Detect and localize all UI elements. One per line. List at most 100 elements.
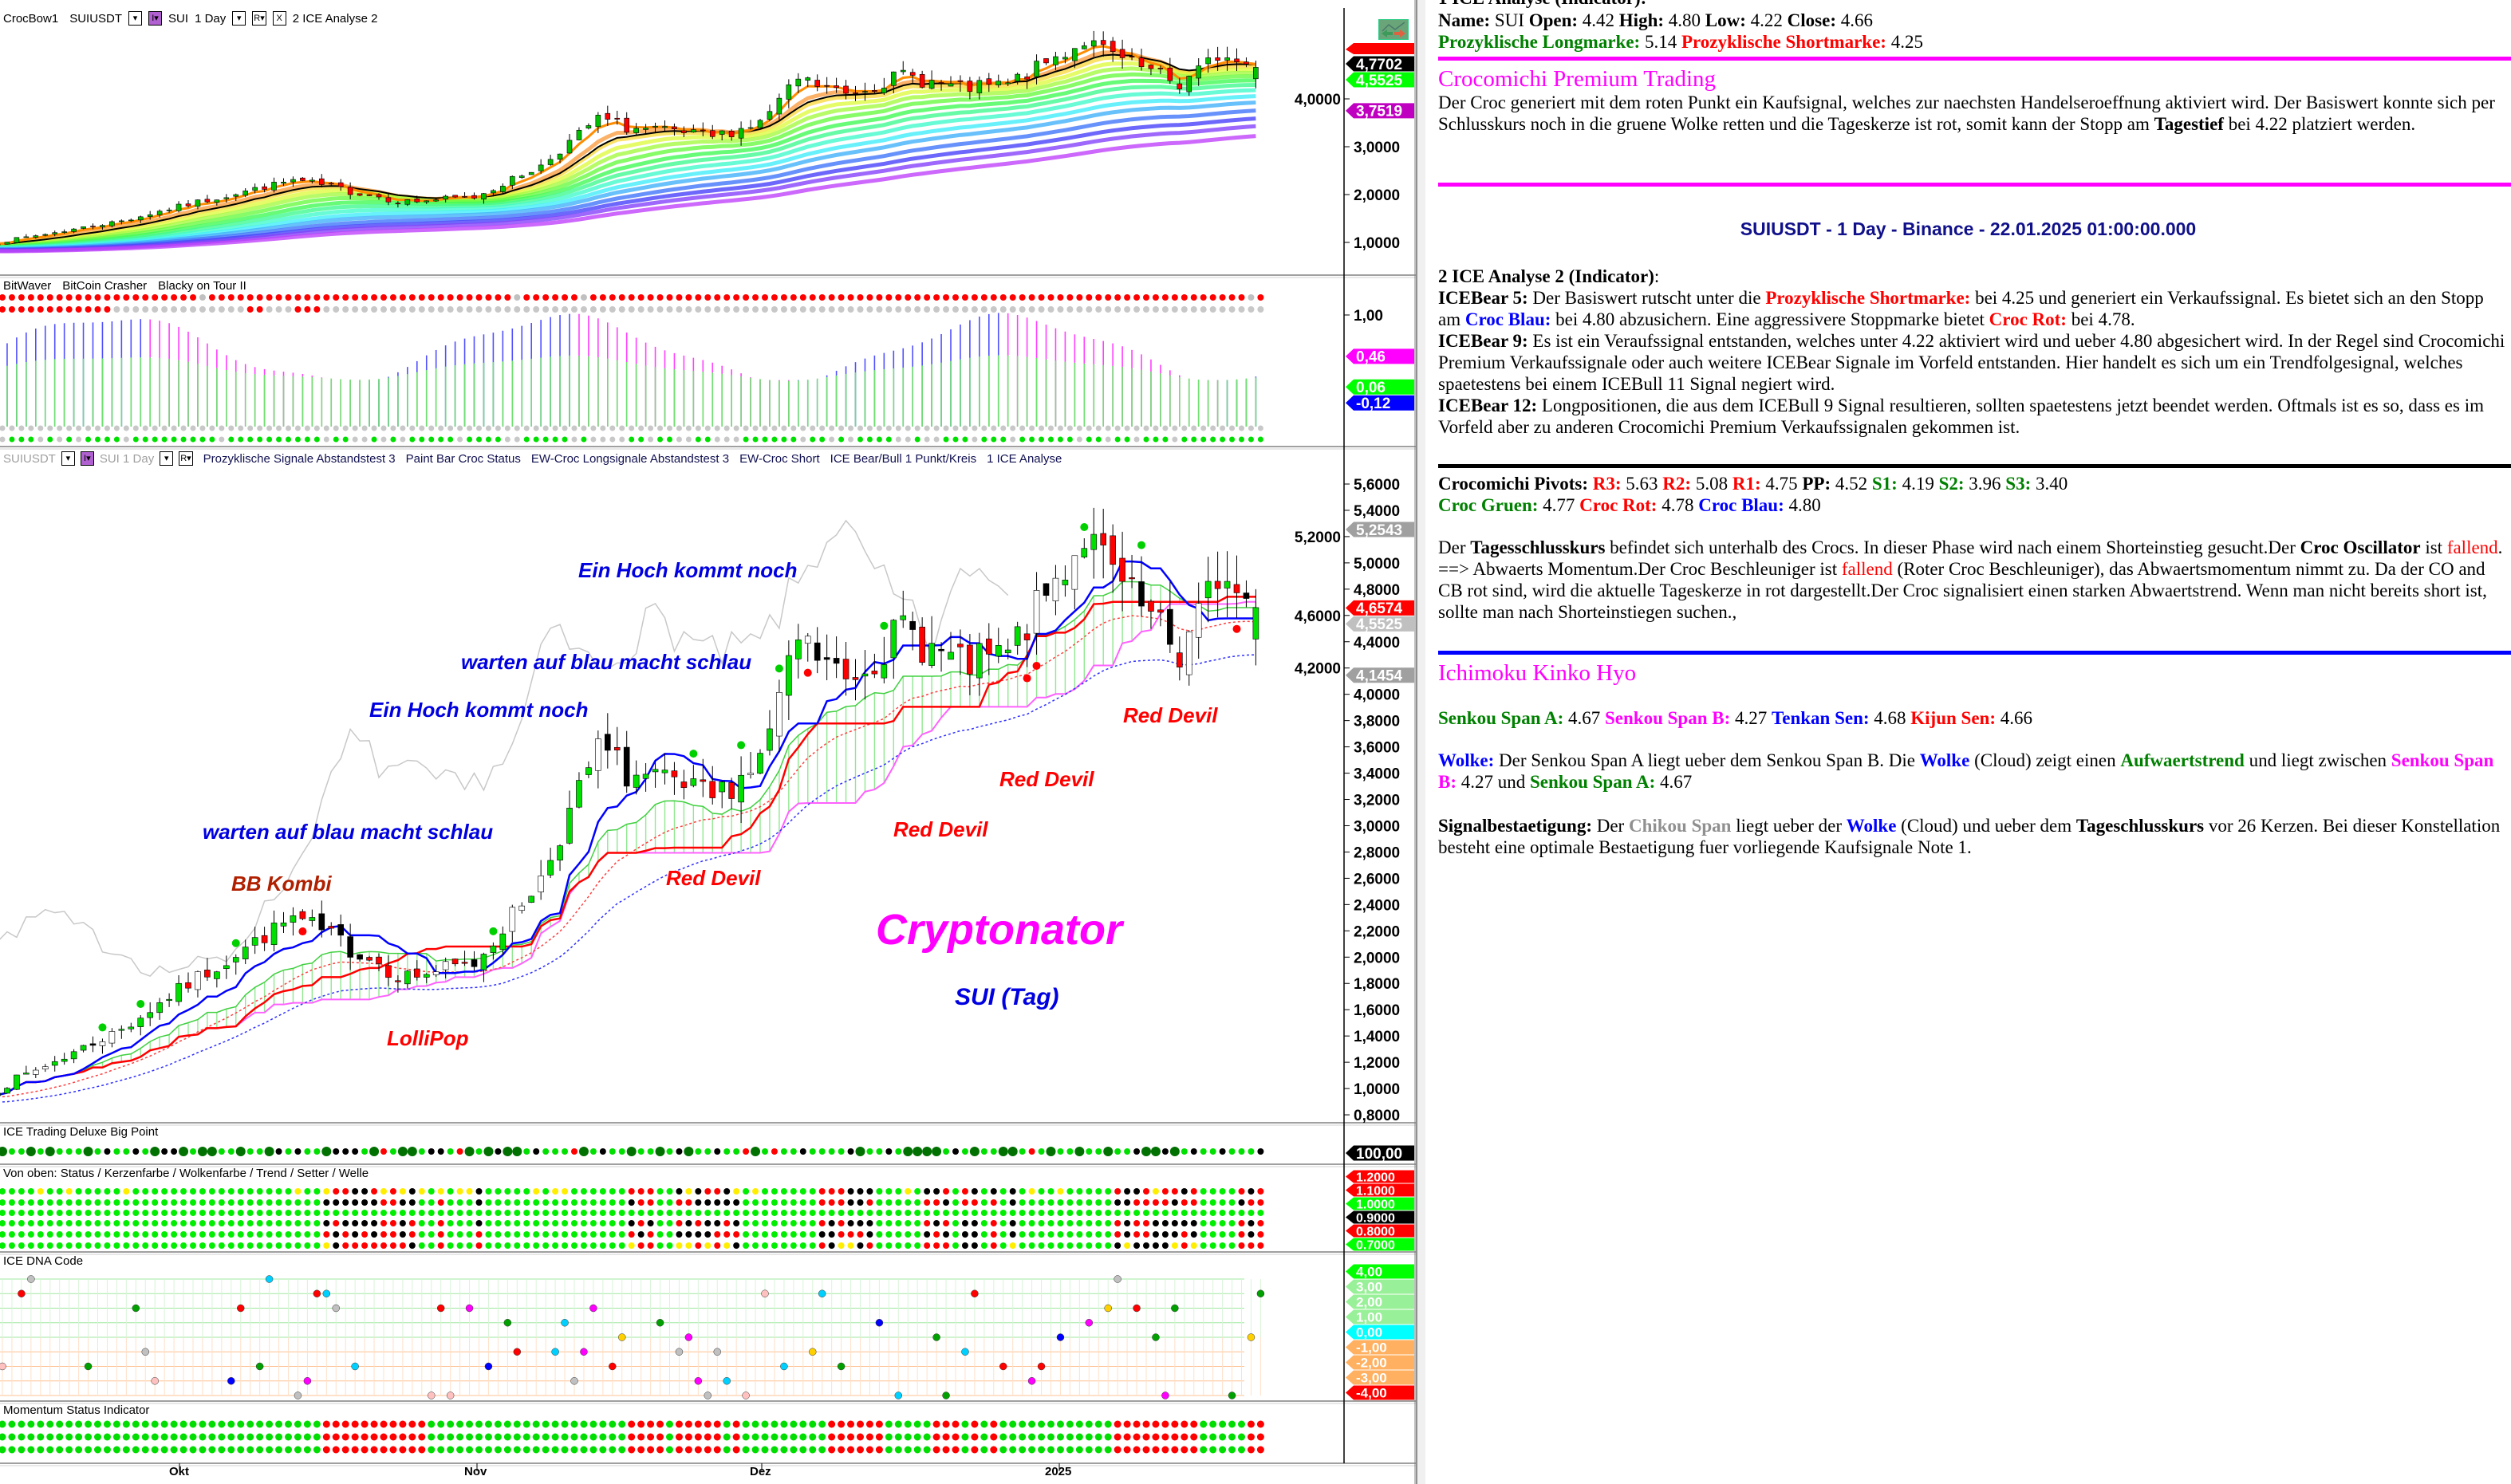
signal-dot bbox=[323, 425, 329, 431]
status-dot bbox=[1181, 1188, 1188, 1195]
panel-splitter[interactable] bbox=[1416, 0, 1427, 1484]
status-dot bbox=[485, 1199, 492, 1206]
status-dot bbox=[1219, 1220, 1226, 1226]
top-candle-body bbox=[995, 81, 1002, 85]
bigpoint-dot bbox=[1169, 1147, 1180, 1156]
price-tag-shape bbox=[1346, 1197, 1414, 1210]
r-button[interactable]: R▾ bbox=[252, 11, 266, 26]
momentum-dot bbox=[179, 1446, 187, 1454]
status-dot bbox=[142, 1199, 149, 1206]
candle-body bbox=[1071, 555, 1078, 590]
status-dot bbox=[113, 1188, 120, 1195]
status-dot bbox=[1228, 1242, 1236, 1249]
signal-dot bbox=[600, 425, 606, 431]
signal-dot bbox=[304, 306, 311, 313]
status-dot bbox=[123, 1220, 130, 1226]
signal-dot bbox=[885, 425, 892, 431]
text-line: Der Tagesschlusskurs befindet sich unter… bbox=[1438, 537, 2507, 623]
status-dot bbox=[380, 1210, 387, 1216]
signal-dot bbox=[485, 294, 492, 301]
signal-dot bbox=[647, 306, 654, 313]
signal-dot bbox=[581, 436, 587, 443]
chart-canvas[interactable]: 4,77024,55253,75194,00003,00002,00001,00… bbox=[0, 0, 1416, 1484]
status-dot bbox=[123, 1188, 130, 1195]
momentum-dot bbox=[580, 1446, 588, 1454]
osc-panel-header: BitWaver BitCoin Crasher Blacky on Tour … bbox=[3, 279, 246, 293]
status-dot bbox=[685, 1231, 692, 1238]
signal-dot bbox=[495, 294, 502, 301]
signal-dot bbox=[628, 306, 635, 313]
momentum-dot bbox=[1200, 1420, 1208, 1428]
bigpoint-dot bbox=[609, 1148, 616, 1155]
signal-dot bbox=[257, 425, 263, 431]
status-dot bbox=[1238, 1231, 1245, 1238]
status-dot bbox=[1219, 1231, 1226, 1238]
signal-dot bbox=[238, 425, 244, 431]
status-dot bbox=[609, 1199, 616, 1206]
signal-dot bbox=[1210, 425, 1216, 431]
status-dot bbox=[876, 1210, 883, 1216]
momentum-dot bbox=[666, 1446, 673, 1454]
status-dot bbox=[466, 1220, 473, 1226]
status-dot bbox=[771, 1199, 778, 1206]
status-dot bbox=[618, 1242, 625, 1249]
status-dot bbox=[8, 1199, 15, 1206]
candle-body bbox=[833, 658, 840, 664]
status-dot bbox=[380, 1220, 387, 1226]
bigpoint-dot bbox=[321, 1147, 332, 1156]
momentum-dot bbox=[961, 1420, 969, 1428]
momentum-dot bbox=[894, 1433, 902, 1441]
status-dot bbox=[171, 1242, 178, 1249]
momentum-dot bbox=[141, 1420, 149, 1428]
top-candle-body bbox=[776, 97, 782, 115]
signal-dot bbox=[1019, 306, 1026, 313]
signal-dot bbox=[209, 425, 215, 431]
momentum-dot bbox=[818, 1433, 826, 1441]
status-dot bbox=[352, 1220, 359, 1226]
timeframe-dropdown-button[interactable]: ▾ bbox=[232, 11, 246, 26]
status-dot bbox=[466, 1210, 473, 1216]
r-button[interactable]: R▾ bbox=[179, 451, 193, 466]
momentum-dot bbox=[542, 1420, 550, 1428]
signal-dot bbox=[952, 306, 959, 313]
text-label: Croc Gruen: bbox=[1438, 495, 1539, 515]
chart-area[interactable]: 4,7702 4,5525 3,7519 4,0000 3,0000 2,0000 1,00… bbox=[0, 0, 1416, 1484]
timeframe-dropdown-button[interactable]: ▾ bbox=[160, 451, 174, 466]
status-dot bbox=[161, 1220, 168, 1226]
signal-dot bbox=[1076, 425, 1082, 431]
signal-dot bbox=[428, 425, 435, 431]
candle-body bbox=[89, 1043, 97, 1046]
status-dot bbox=[1086, 1210, 1093, 1216]
close-study-button[interactable]: X bbox=[272, 11, 286, 26]
status-dot bbox=[1009, 1220, 1016, 1226]
candle-body bbox=[385, 965, 392, 978]
dna-level-tag: 1,00 bbox=[1346, 1309, 1414, 1325]
signal-dot bbox=[1190, 306, 1197, 313]
status-dot bbox=[199, 1199, 206, 1206]
bigpoint-dot bbox=[132, 1148, 140, 1155]
symbol-dropdown-button[interactable]: ▾ bbox=[61, 451, 75, 466]
status-dot bbox=[190, 1242, 196, 1249]
top-candle-body bbox=[834, 85, 839, 89]
indicator-i-button[interactable]: I▾ bbox=[80, 451, 94, 466]
trade-arrows-icon[interactable] bbox=[1378, 19, 1409, 40]
study-label: 1 ICE Analyse bbox=[987, 451, 1062, 466]
momentum-dot bbox=[865, 1420, 873, 1428]
signal-dot bbox=[65, 306, 73, 313]
status-dot bbox=[1200, 1220, 1207, 1226]
bigpoint-dot bbox=[1133, 1148, 1141, 1155]
timeframe-label: 1 Day bbox=[195, 11, 227, 26]
signal-dot bbox=[818, 294, 826, 301]
signal-dot bbox=[180, 425, 187, 431]
indicator-i-button[interactable]: I▾ bbox=[148, 11, 163, 26]
momentum-dot bbox=[141, 1446, 149, 1454]
study-label: EW-Croc Short bbox=[739, 451, 820, 466]
text-segment: liegt ueber der bbox=[1731, 816, 1847, 836]
symbol-dropdown-button[interactable]: ▾ bbox=[128, 11, 143, 26]
momentum-dot bbox=[847, 1446, 855, 1454]
status-dot bbox=[971, 1188, 978, 1195]
status-dot bbox=[876, 1199, 883, 1206]
signal-dot bbox=[1066, 436, 1073, 443]
status-dot bbox=[943, 1231, 950, 1238]
price-tag-text: 4,6574 bbox=[1356, 600, 1403, 617]
